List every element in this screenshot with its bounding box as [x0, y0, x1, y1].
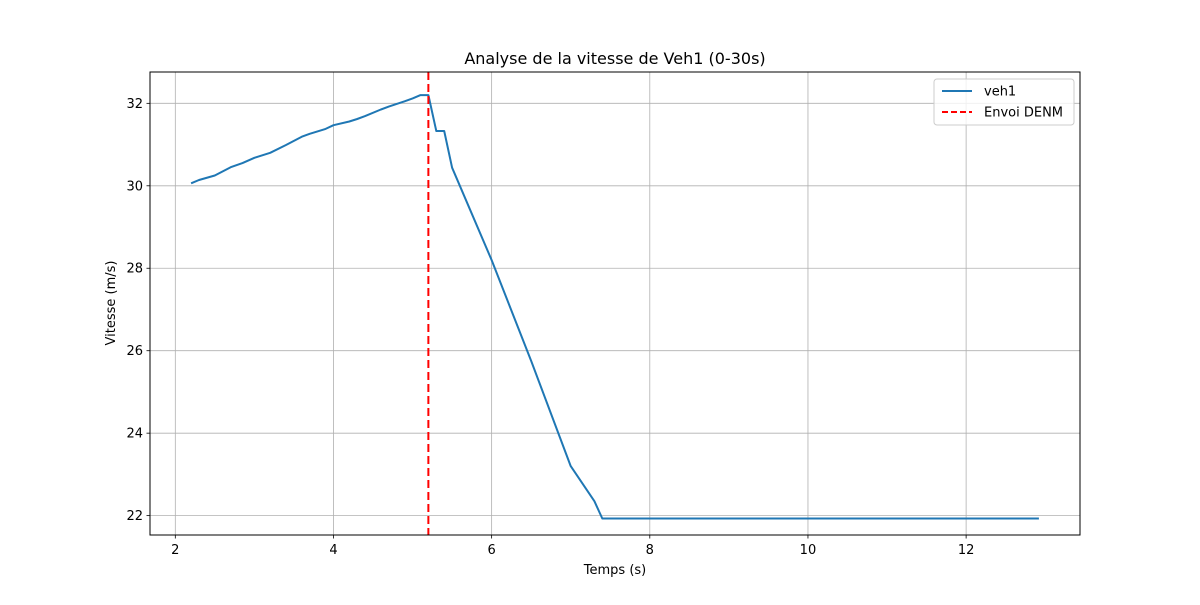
legend: veh1 Envoi DENM [933, 78, 1075, 126]
y-tick-label: 26 [126, 344, 143, 359]
grid [150, 72, 1080, 535]
x-tick-label: 2 [171, 543, 179, 558]
y-tick-label: 24 [126, 427, 143, 442]
y-tick-label: 30 [126, 179, 143, 194]
y-tick-label: 32 [126, 97, 143, 112]
x-tick-label: 8 [646, 543, 654, 558]
x-axis-label: Temps (s) [583, 563, 646, 578]
x-tick-label: 10 [800, 543, 817, 558]
x-tick-label: 6 [487, 543, 495, 558]
y-tick-label: 28 [126, 262, 143, 277]
y-axis: 22 24 26 28 30 32 [126, 97, 150, 524]
axes-frame [149, 71, 1081, 536]
x-tick-label: 12 [958, 543, 975, 558]
y-axis-label: Vitesse (m/s) [104, 261, 119, 346]
legend-label: veh1 [984, 85, 1016, 100]
legend-label: Envoi DENM [984, 106, 1063, 121]
x-tick-label: 4 [329, 543, 337, 558]
plot-area [190, 72, 1039, 535]
chart-title: Analyse de la vitesse de Veh1 (0-30s) [464, 49, 765, 68]
y-tick-label: 22 [126, 509, 143, 524]
x-axis: 2 4 6 8 10 12 [171, 535, 974, 558]
veh1-series-line [190, 94, 1039, 520]
